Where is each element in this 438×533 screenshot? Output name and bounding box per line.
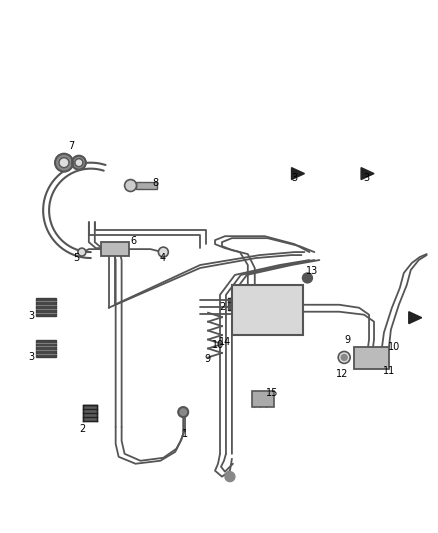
Circle shape — [124, 180, 137, 191]
Text: 1: 1 — [182, 429, 188, 439]
Circle shape — [178, 407, 188, 417]
Circle shape — [338, 351, 350, 364]
Text: 9: 9 — [204, 354, 210, 365]
Bar — [101, 242, 129, 256]
Text: 4: 4 — [159, 253, 166, 263]
Text: 2: 2 — [219, 302, 225, 312]
Polygon shape — [83, 405, 97, 421]
Circle shape — [75, 159, 83, 167]
Text: 7: 7 — [68, 141, 74, 151]
Polygon shape — [36, 340, 56, 358]
Text: 3: 3 — [291, 173, 297, 183]
Text: 3: 3 — [28, 311, 34, 321]
Text: 11: 11 — [383, 366, 395, 376]
Circle shape — [55, 154, 73, 172]
Text: 13: 13 — [306, 266, 318, 276]
Text: 6: 6 — [131, 236, 137, 246]
Text: 15: 15 — [265, 388, 278, 398]
Bar — [252, 391, 274, 407]
Circle shape — [159, 247, 168, 257]
Polygon shape — [228, 298, 238, 310]
Text: 3: 3 — [363, 173, 369, 183]
Circle shape — [225, 472, 235, 482]
Polygon shape — [361, 168, 374, 180]
Text: 10: 10 — [388, 343, 400, 352]
Text: 5: 5 — [73, 253, 79, 263]
Polygon shape — [409, 312, 422, 324]
Text: 10: 10 — [212, 340, 224, 350]
Text: 14: 14 — [219, 336, 231, 346]
Bar — [135, 182, 157, 190]
Text: 12: 12 — [336, 369, 348, 379]
Circle shape — [78, 248, 86, 256]
Bar — [232, 285, 304, 335]
Text: 3: 3 — [28, 352, 34, 362]
Polygon shape — [292, 168, 304, 180]
Circle shape — [72, 156, 86, 169]
Text: 9: 9 — [344, 335, 350, 344]
Circle shape — [303, 273, 312, 283]
Text: 8: 8 — [152, 177, 159, 188]
Circle shape — [341, 354, 347, 360]
Circle shape — [59, 158, 69, 168]
Polygon shape — [36, 298, 56, 316]
Bar — [354, 348, 389, 369]
Text: 2: 2 — [80, 424, 86, 434]
